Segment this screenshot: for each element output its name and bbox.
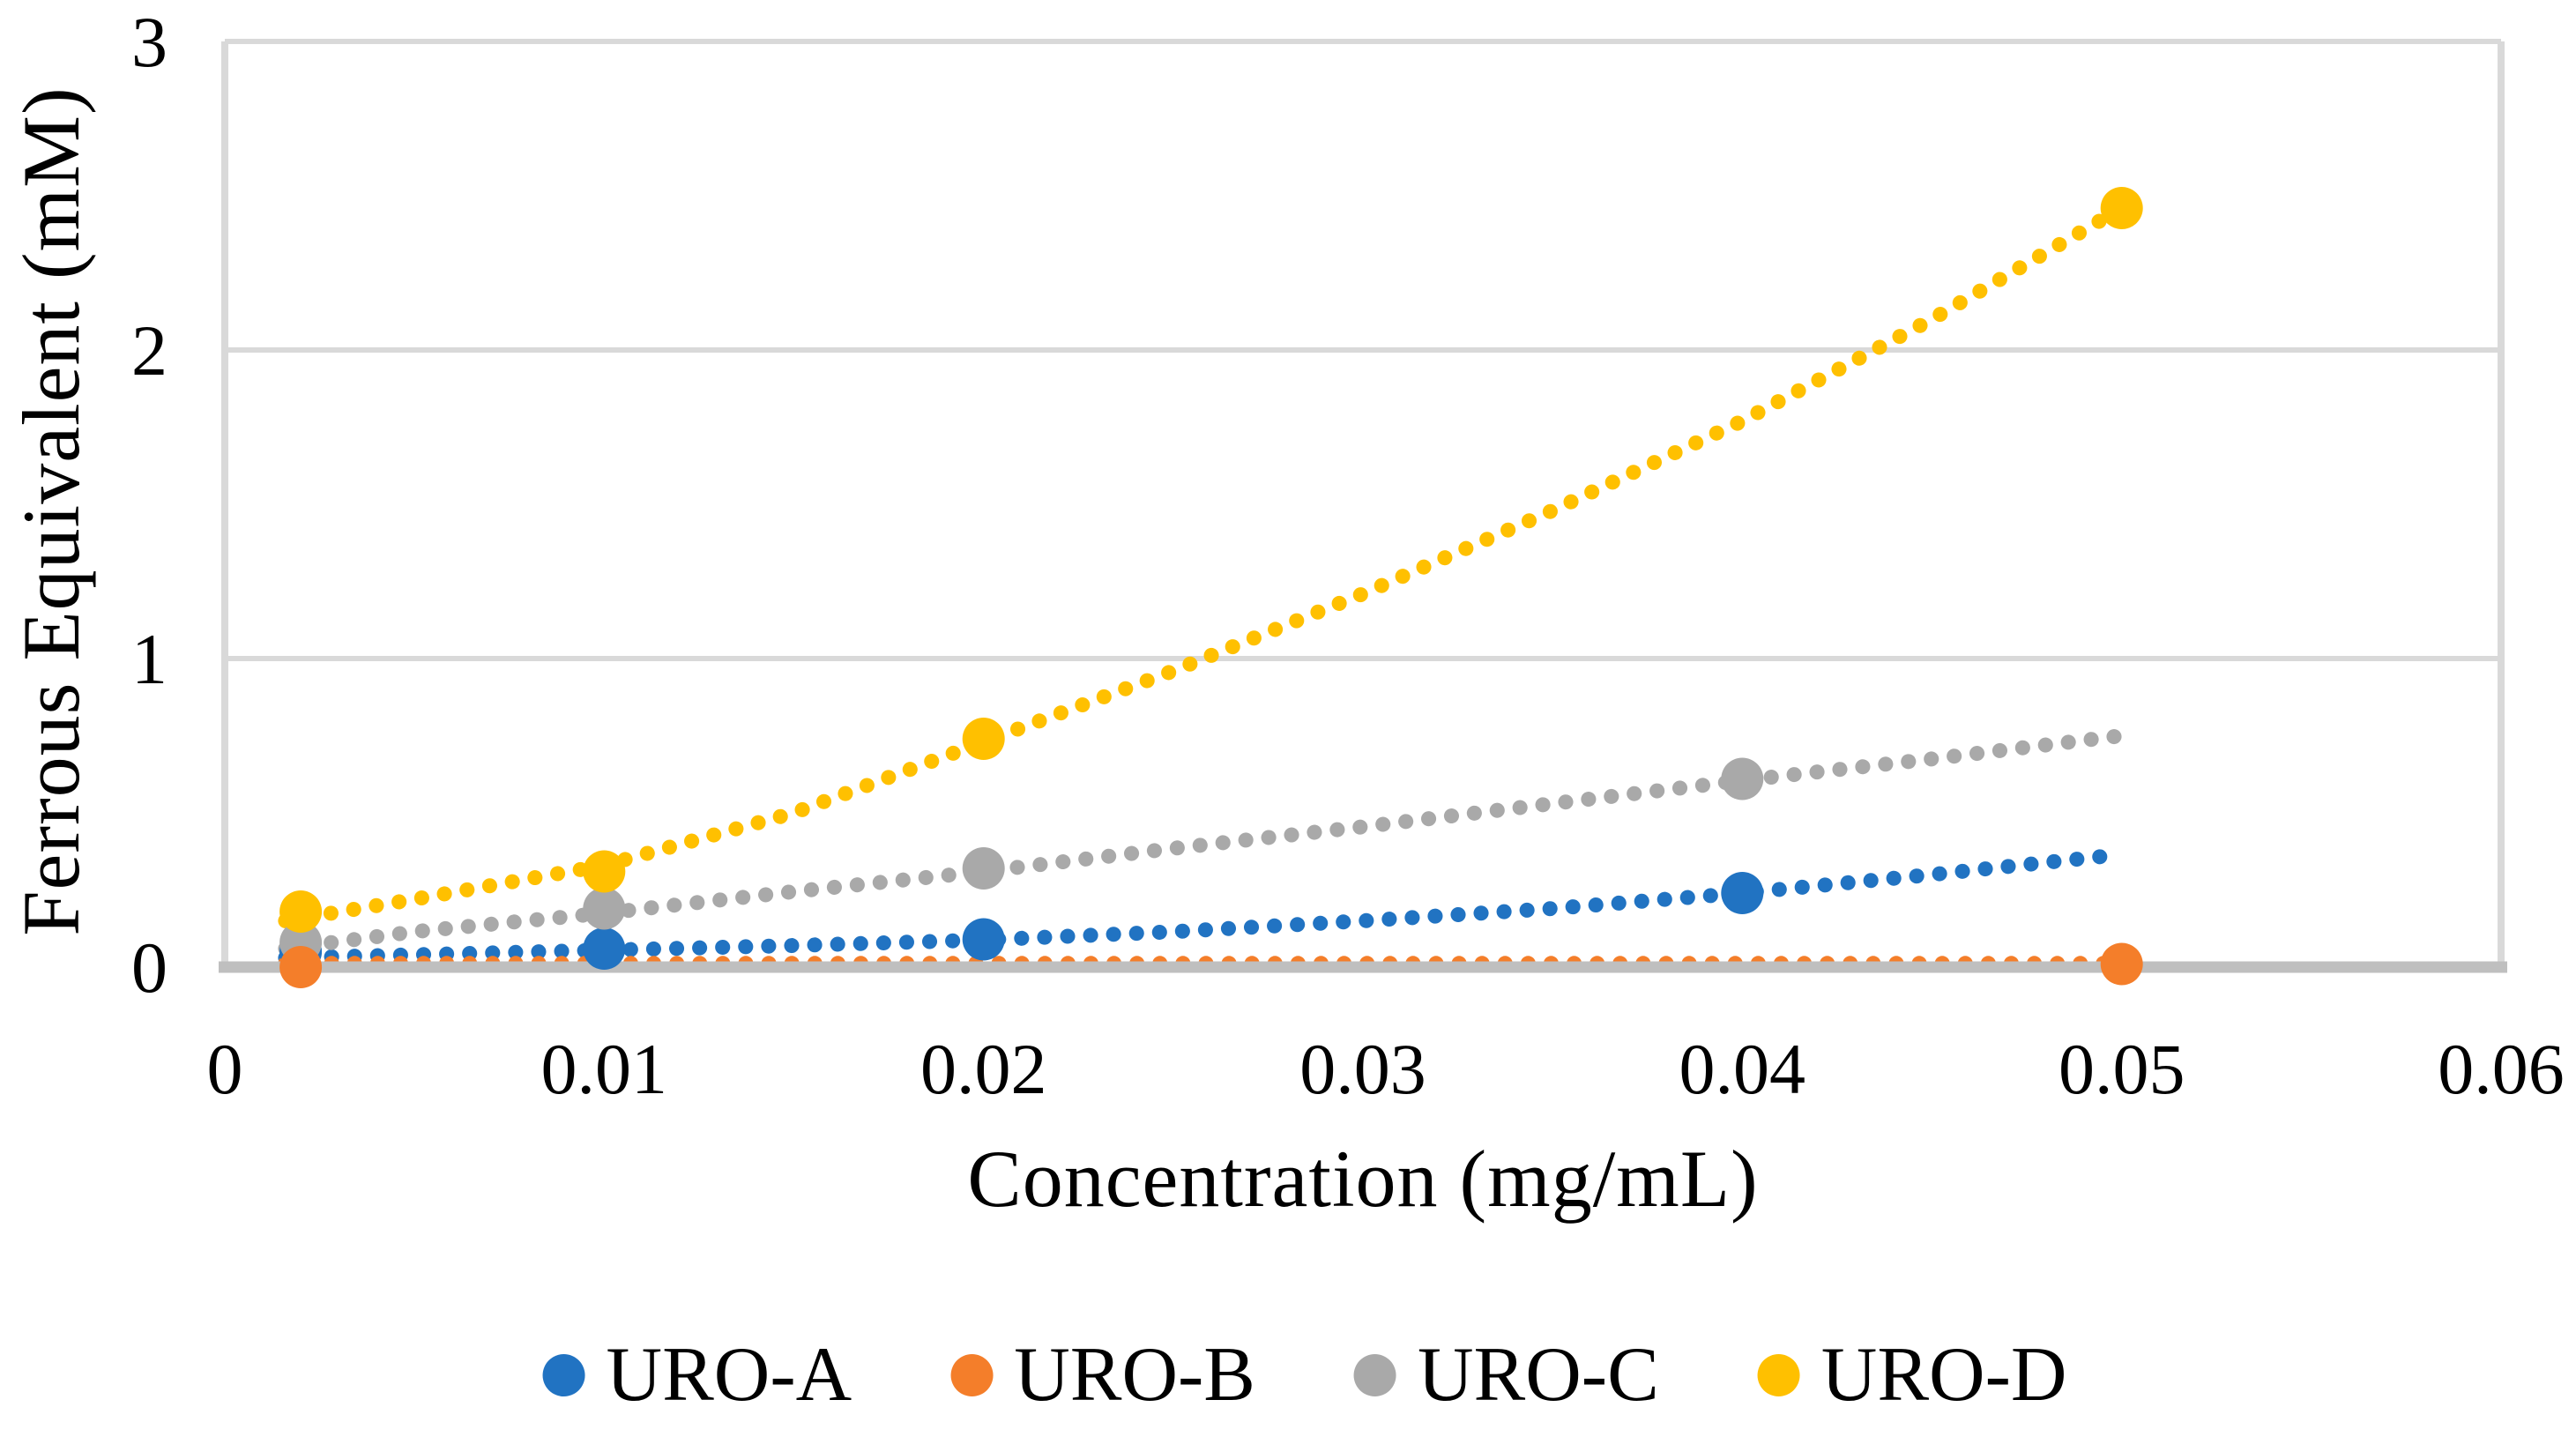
data-point-URO-B-1 [2100, 942, 2143, 986]
y-tick-label-0: 0 [131, 927, 168, 1008]
legend: URO-A URO-B URO-C URO-D [542, 1332, 2067, 1418]
trendline-URO-D [278, 200, 2130, 928]
data-point-URO-A-1 [583, 927, 626, 970]
legend-marker-icon [1757, 1354, 1800, 1396]
trendline-URO-A [278, 848, 2114, 965]
legend-label: URO-C [1418, 1332, 1659, 1418]
y-tick-label-1: 1 [131, 619, 168, 699]
data-point-URO-A-3 [1721, 872, 1764, 914]
legend-label: URO-D [1820, 1332, 2067, 1418]
legend-label: URO-A [606, 1332, 852, 1418]
y-tick-label-3: 3 [131, 2, 168, 82]
legend-label: URO-B [1014, 1332, 1255, 1418]
legend-item-URO-C: URO-C [1354, 1336, 1659, 1414]
x-axis-title: Concentration (mg/mL) [967, 1134, 1759, 1224]
data-point-URO-C-1 [583, 887, 626, 930]
legend-marker-icon [542, 1354, 585, 1396]
data-point-URO-C-3 [1721, 757, 1764, 800]
x-tick-label-0.06: 0.06 [2438, 1029, 2565, 1109]
legend-item-URO-A: URO-A [542, 1332, 852, 1418]
trendline-URO-C [278, 728, 2130, 957]
x-tick-label-0.03: 0.03 [1299, 1029, 1426, 1109]
legend-item-URO-D: URO-D [1757, 1332, 2067, 1418]
data-point-URO-A-2 [962, 918, 1005, 961]
y-tick-label-2: 2 [131, 310, 168, 391]
data-point-URO-C-2 [962, 847, 1005, 890]
x-tick-label-0: 0 [207, 1029, 243, 1109]
y-axis-title: Ferrous Equivalent (mM) [6, 86, 96, 936]
data-point-URO-D-2 [962, 718, 1005, 760]
x-tick-label-0.02: 0.02 [920, 1029, 1047, 1109]
legend-marker-icon [950, 1354, 994, 1396]
x-tick-label-0.05: 0.05 [2059, 1029, 2185, 1109]
data-point-URO-D-3 [2100, 187, 2143, 229]
data-point-URO-D-1 [583, 850, 626, 893]
legend-marker-icon [1354, 1354, 1396, 1396]
x-tick-label-0.04: 0.04 [1679, 1029, 1806, 1109]
data-point-URO-D-0 [279, 890, 323, 933]
x-tick-label-0.01: 0.01 [541, 1029, 668, 1109]
legend-item-URO-B: URO-B [950, 1336, 1255, 1414]
data-point-URO-B-0 [279, 946, 323, 988]
